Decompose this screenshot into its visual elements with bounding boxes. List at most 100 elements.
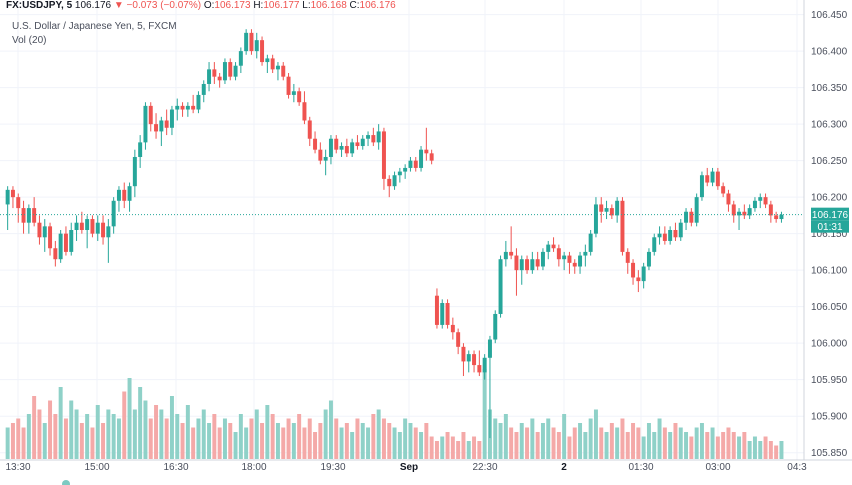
candle xyxy=(482,354,487,380)
candle xyxy=(556,244,561,267)
candle xyxy=(424,127,429,161)
grid xyxy=(0,0,804,460)
volume-bar xyxy=(615,427,620,459)
candle xyxy=(344,138,349,157)
volume-bar xyxy=(228,423,233,459)
candle xyxy=(604,200,609,220)
candle xyxy=(509,226,514,260)
volume-bar xyxy=(593,409,598,459)
volume-bar xyxy=(424,423,429,459)
volume-bar xyxy=(10,423,15,459)
candle xyxy=(546,240,551,260)
volume-bar xyxy=(434,441,439,459)
candle xyxy=(710,167,715,187)
candle xyxy=(758,193,763,209)
candle xyxy=(143,102,148,150)
price-axis[interactable]: 106.450 106.400 106.350 106.300 106.250 106.2… xyxy=(811,10,848,459)
volume-bar xyxy=(694,427,699,459)
candle xyxy=(721,182,726,198)
price-tick-label: 106.150 xyxy=(811,229,848,240)
volume-bar xyxy=(339,427,344,459)
volume-bar xyxy=(106,409,111,459)
candle xyxy=(10,186,15,209)
candle xyxy=(456,328,461,355)
candle xyxy=(572,259,577,274)
volume-indicator-label[interactable]: Vol (20) xyxy=(12,35,47,46)
volume-bar xyxy=(530,418,535,459)
volume-bar xyxy=(636,427,641,459)
close-label: C: xyxy=(349,0,360,11)
volume-bar xyxy=(48,400,53,459)
volume-bar xyxy=(37,409,42,459)
volume-bar xyxy=(662,427,667,459)
candle xyxy=(763,193,768,209)
volume-bar xyxy=(461,432,466,459)
candle xyxy=(360,135,365,150)
time-axis[interactable]: 13:30 15:00 16:30 18:00 19:30 Sep 22:30 2 01:30 0… xyxy=(5,462,807,473)
price-tick-label: 106.400 xyxy=(811,47,848,58)
volume-bar xyxy=(562,414,567,459)
candle xyxy=(185,102,190,117)
volume-bar xyxy=(344,423,349,459)
volume-bar xyxy=(689,436,694,459)
candle xyxy=(95,215,100,241)
candle xyxy=(392,171,397,190)
candle xyxy=(774,211,779,223)
volume-bar xyxy=(408,423,413,459)
volume-bar xyxy=(159,409,164,459)
candle xyxy=(705,167,710,187)
time-tick-label: 01:30 xyxy=(628,462,653,473)
drag-handle-icon[interactable] xyxy=(62,480,70,485)
candle xyxy=(472,350,477,373)
volume-bar xyxy=(493,418,498,459)
volume-bar xyxy=(419,432,424,459)
candle xyxy=(593,197,598,238)
candle xyxy=(567,251,572,274)
volume-bar xyxy=(180,423,185,459)
volume-bar xyxy=(715,436,720,459)
candle xyxy=(477,350,482,377)
volume-bar xyxy=(148,418,153,459)
candle xyxy=(111,197,116,234)
volume-bar xyxy=(387,423,392,459)
price-tick-label: 106.250 xyxy=(811,156,848,167)
volume-bar xyxy=(588,418,593,459)
volume-bar xyxy=(758,441,763,459)
volume-bar xyxy=(254,409,259,459)
candle xyxy=(408,156,413,172)
volume-bar xyxy=(572,427,577,459)
volume-bar xyxy=(260,423,265,459)
candle xyxy=(588,230,593,256)
candle xyxy=(222,58,227,84)
candle xyxy=(159,116,164,147)
volume-bar xyxy=(334,418,339,459)
candle xyxy=(291,83,296,103)
volume-bar xyxy=(355,418,360,459)
candle xyxy=(631,259,636,285)
candle xyxy=(212,62,217,84)
candle xyxy=(302,91,307,125)
volume-bar xyxy=(79,423,84,459)
volume-bar xyxy=(742,432,747,459)
volume-bar xyxy=(445,432,450,459)
volume-bar xyxy=(429,436,434,459)
volume-bar xyxy=(684,432,689,459)
candle xyxy=(366,131,371,147)
low-label: L: xyxy=(302,0,311,11)
candle xyxy=(445,299,450,329)
symbol-name[interactable]: FX:USDJPY, 5 xyxy=(6,0,73,11)
candle xyxy=(116,186,121,212)
price-tick-label: 105.850 xyxy=(811,448,848,459)
volume-bar xyxy=(678,427,683,459)
candle xyxy=(254,32,259,59)
candle xyxy=(747,204,752,220)
candle xyxy=(138,135,143,168)
candle xyxy=(90,215,95,238)
volume-bar xyxy=(366,427,371,459)
volume-bar xyxy=(641,436,646,459)
volume-bar xyxy=(509,427,514,459)
candle xyxy=(37,215,42,245)
chart-title: U.S. Dollar / Japanese Yen, 5, FXCM xyxy=(12,21,177,32)
volume-bar xyxy=(175,414,180,459)
